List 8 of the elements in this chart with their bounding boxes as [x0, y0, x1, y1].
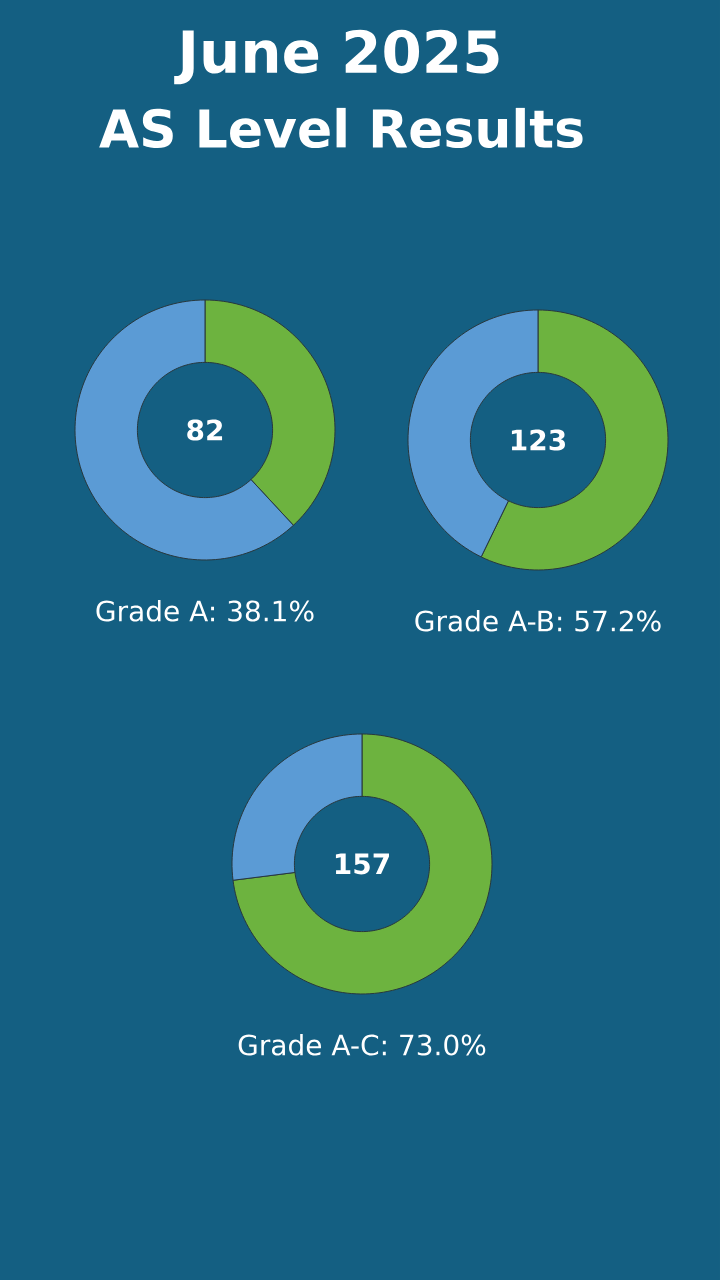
text: Grade A-C: 73.0%	[238, 1033, 486, 1056]
text: 157	[335, 853, 389, 875]
text: 123	[511, 429, 565, 451]
chart-title: June 2025	[174, 29, 499, 85]
text: Grade A: 38.1%	[96, 599, 314, 622]
text: 82	[187, 419, 223, 441]
chart-subtitle: AS Level Results	[99, 107, 583, 149]
text: Grade A-B: 57.2%	[415, 609, 661, 632]
